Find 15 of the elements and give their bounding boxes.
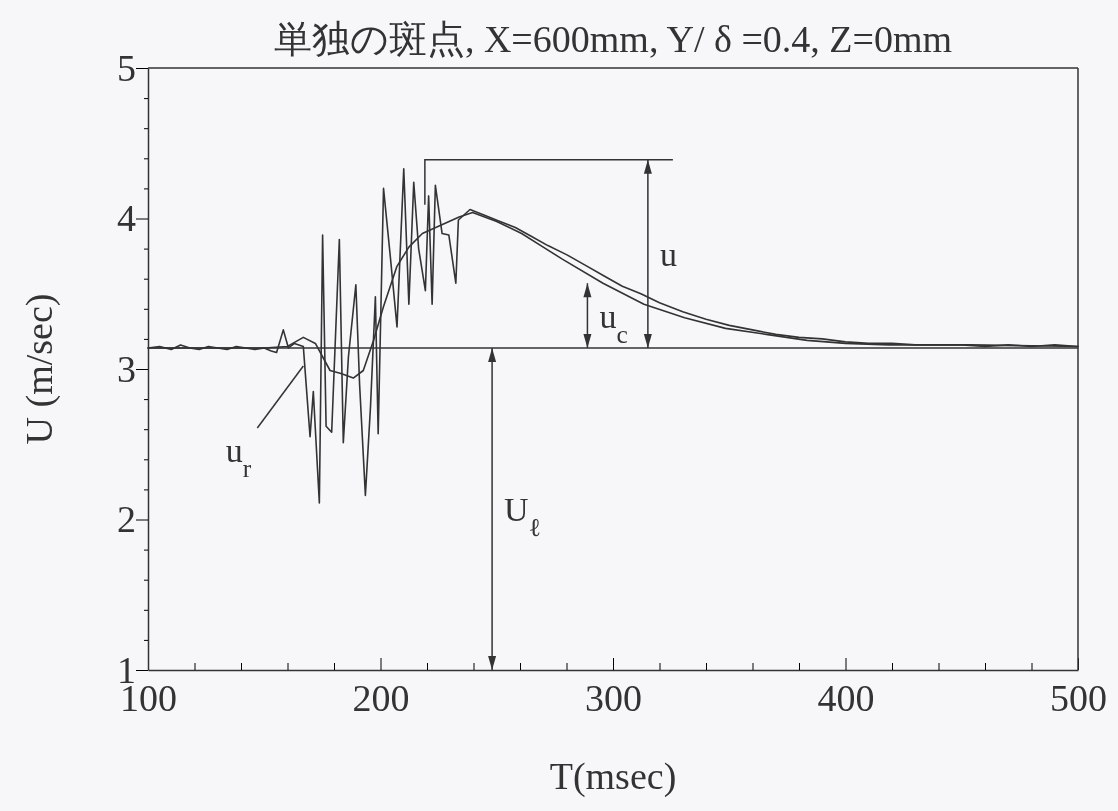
chart-title: 単独の斑点, X=600mm, Y/ δ =0.4, Z=0mm [273,18,953,60]
y-tick-label: 5 [117,46,136,89]
annotation: U$_{ℓ}$ [504,490,541,542]
annotation: u$_{r}$ [225,431,252,483]
annotation: u$_{c}$ [599,297,628,349]
y-axis-title: U (m/sec) [18,293,61,445]
x-tick-label: 400 [817,676,875,719]
x-tick-label: 500 [1050,676,1107,719]
x-axis-title: T(msec) [549,755,677,798]
y-tick-label: 4 [117,197,136,240]
x-tick-label: 300 [585,676,642,719]
annotation: u [659,235,677,273]
y-tick-label: 3 [117,347,136,390]
y-tick-label: 2 [117,498,136,541]
x-tick-label: 200 [352,676,410,719]
